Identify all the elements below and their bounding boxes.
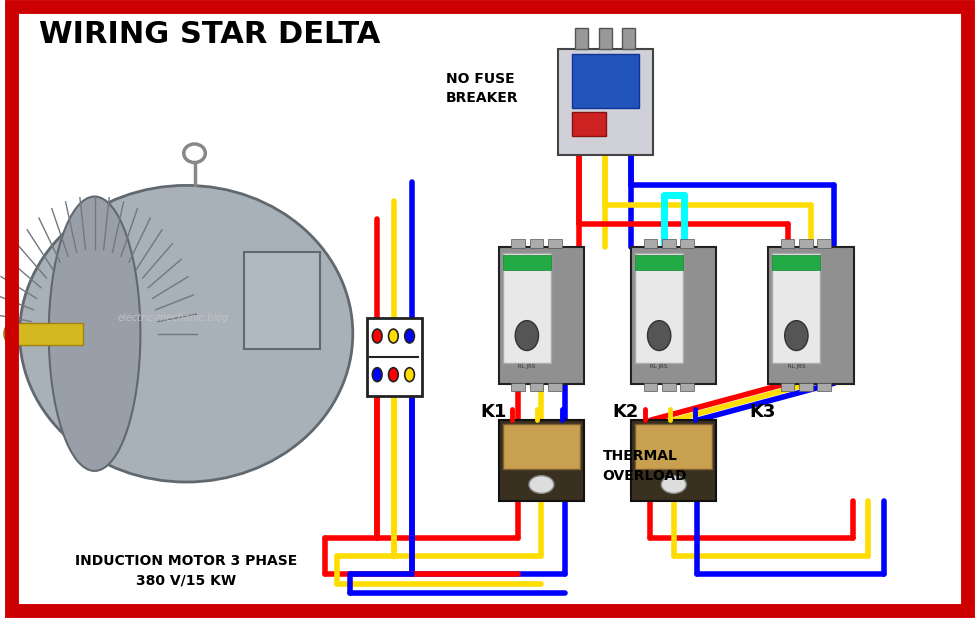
Ellipse shape xyxy=(785,321,808,350)
Ellipse shape xyxy=(515,321,539,350)
FancyBboxPatch shape xyxy=(548,383,562,391)
Text: BREAKER: BREAKER xyxy=(446,91,518,105)
Text: K2: K2 xyxy=(612,403,639,421)
FancyBboxPatch shape xyxy=(680,383,694,391)
FancyBboxPatch shape xyxy=(781,239,795,248)
FancyBboxPatch shape xyxy=(680,239,694,248)
Text: RL JRS: RL JRS xyxy=(518,365,535,370)
FancyBboxPatch shape xyxy=(499,247,584,384)
FancyBboxPatch shape xyxy=(644,383,658,391)
FancyBboxPatch shape xyxy=(772,253,820,363)
Ellipse shape xyxy=(20,185,353,482)
FancyBboxPatch shape xyxy=(662,383,675,391)
Ellipse shape xyxy=(49,197,140,471)
Ellipse shape xyxy=(4,324,16,343)
FancyBboxPatch shape xyxy=(503,424,580,469)
FancyBboxPatch shape xyxy=(817,239,831,248)
Text: OVERLOAD: OVERLOAD xyxy=(603,470,687,483)
FancyBboxPatch shape xyxy=(367,318,422,396)
FancyBboxPatch shape xyxy=(635,253,683,363)
FancyBboxPatch shape xyxy=(529,239,543,248)
Text: WIRING STAR DELTA: WIRING STAR DELTA xyxy=(39,20,380,49)
Ellipse shape xyxy=(648,321,671,350)
Bar xyxy=(575,28,588,49)
FancyBboxPatch shape xyxy=(635,424,712,469)
FancyBboxPatch shape xyxy=(571,112,606,136)
FancyBboxPatch shape xyxy=(548,239,562,248)
Text: RL JRS: RL JRS xyxy=(651,365,667,370)
Text: THERMAL: THERMAL xyxy=(603,449,677,464)
FancyBboxPatch shape xyxy=(512,239,525,248)
FancyBboxPatch shape xyxy=(499,420,584,501)
Bar xyxy=(622,28,635,49)
Ellipse shape xyxy=(372,329,382,343)
Text: NO FUSE: NO FUSE xyxy=(446,72,514,86)
FancyBboxPatch shape xyxy=(772,255,820,269)
Ellipse shape xyxy=(388,368,398,381)
Ellipse shape xyxy=(405,329,415,343)
Ellipse shape xyxy=(405,368,415,381)
FancyBboxPatch shape xyxy=(781,383,795,391)
FancyBboxPatch shape xyxy=(558,49,653,155)
Ellipse shape xyxy=(388,329,398,343)
FancyBboxPatch shape xyxy=(799,383,812,391)
FancyBboxPatch shape xyxy=(662,239,675,248)
Bar xyxy=(599,28,612,49)
FancyBboxPatch shape xyxy=(817,383,831,391)
FancyBboxPatch shape xyxy=(503,253,551,363)
Bar xyxy=(10,323,83,345)
Ellipse shape xyxy=(662,476,686,493)
Text: INDUCTION MOTOR 3 PHASE: INDUCTION MOTOR 3 PHASE xyxy=(75,554,297,569)
Text: RL JRS: RL JRS xyxy=(788,365,805,370)
FancyBboxPatch shape xyxy=(799,239,812,248)
FancyBboxPatch shape xyxy=(631,247,716,384)
FancyBboxPatch shape xyxy=(243,252,320,349)
FancyBboxPatch shape xyxy=(631,420,716,501)
Ellipse shape xyxy=(372,368,382,381)
FancyBboxPatch shape xyxy=(503,255,551,269)
FancyBboxPatch shape xyxy=(529,383,543,391)
Text: K1: K1 xyxy=(480,403,507,421)
Ellipse shape xyxy=(529,476,554,493)
Text: K3: K3 xyxy=(750,403,776,421)
FancyBboxPatch shape xyxy=(768,247,854,384)
FancyBboxPatch shape xyxy=(644,239,658,248)
FancyBboxPatch shape xyxy=(571,54,639,108)
Text: electric-mechanic.blog: electric-mechanic.blog xyxy=(118,313,229,323)
FancyBboxPatch shape xyxy=(635,255,683,269)
FancyBboxPatch shape xyxy=(512,383,525,391)
Text: 380 V/15 KW: 380 V/15 KW xyxy=(136,573,236,587)
